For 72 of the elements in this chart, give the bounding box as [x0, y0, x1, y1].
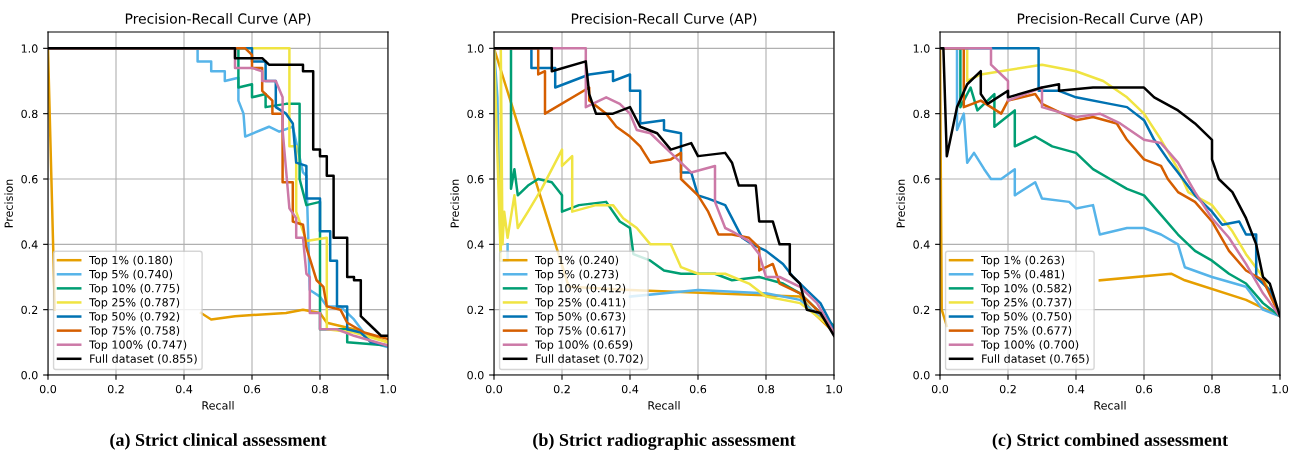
y-tick-label: 0.2 — [21, 305, 38, 315]
y-tick-label: 1.0 — [913, 44, 930, 53]
text: (c) Strict combined assessment — [992, 433, 1229, 450]
text: (b) Strict radiographic assessment — [533, 433, 796, 450]
legend-label: Top 10% (0.412) — [535, 283, 626, 295]
x-tick-label: 0.6 — [689, 384, 707, 394]
legend-label: Top 50% (0.750) — [981, 312, 1072, 323]
x-tick-label: 0.2 — [999, 384, 1016, 394]
legend-label: Top 25% (0.787) — [89, 297, 180, 309]
legend-label: Top 5% (0.481) — [981, 269, 1065, 281]
legend-label: Top 25% (0.411) — [535, 297, 626, 309]
legend-label: Top 50% (0.792) — [89, 312, 180, 323]
legend-label: Top 100% (0.659) — [535, 340, 633, 351]
y-tick-label: 0.2 — [467, 305, 484, 315]
x-tick-label: 0.0 — [931, 384, 949, 394]
y-axis-title: Precision — [896, 179, 905, 228]
y-tick-label: 0.0 — [467, 370, 484, 380]
y-tick-label: 0.0 — [21, 370, 38, 380]
legend-label: Top 100% (0.747) — [89, 340, 187, 351]
x-tick-label: 0.0 — [485, 384, 503, 394]
y-tick-label: 0.8 — [467, 109, 484, 119]
legend-label: Top 75% (0.677) — [981, 326, 1072, 337]
y-tick-label: 0.6 — [467, 174, 484, 184]
x-tick-label: 1.0 — [826, 384, 843, 394]
text: (a) Strict clinical assessment — [110, 433, 327, 450]
x-tick-label: 0.4 — [1067, 384, 1085, 394]
x-tick-label: 0.8 — [757, 384, 775, 394]
legend-label: Top 1% (0.263) — [981, 255, 1065, 267]
legend-label: Top 50% (0.673) — [535, 312, 626, 323]
x-axis-title: Recall — [648, 401, 680, 410]
x-tick-label: 0.4 — [621, 384, 639, 394]
x-axis-title: Recall — [1094, 401, 1126, 410]
y-axis-title: Precision — [4, 179, 13, 228]
legend-label: Top 25% (0.737) — [981, 297, 1072, 309]
x-tick-label: 0.8 — [1203, 384, 1221, 394]
y-tick-label: 0.8 — [913, 109, 930, 119]
x-tick-label: 1.0 — [380, 384, 397, 394]
chart-title: Precision-Recall Curve (AP) — [125, 13, 311, 26]
y-tick-label: 0.4 — [21, 240, 38, 249]
y-tick-label: 0.6 — [21, 174, 38, 184]
x-tick-label: 0.0 — [39, 384, 57, 394]
x-tick-label: 0.2 — [553, 384, 570, 394]
y-tick-label: 0.2 — [913, 305, 930, 315]
y-tick-label: 0.8 — [21, 109, 38, 119]
legend-label: Top 75% (0.758) — [89, 326, 180, 337]
legend-label: Top 10% (0.775) — [89, 283, 180, 295]
legend-label: Top 1% (0.180) — [89, 255, 173, 267]
y-axis-title: Precision — [450, 179, 459, 228]
legend-label: Top 1% (0.240) — [535, 255, 619, 267]
y-tick-label: 0.0 — [913, 370, 930, 380]
legend-label: Full dataset (0.702) — [536, 354, 643, 365]
legend-label: Top 10% (0.582) — [981, 283, 1072, 295]
legend-label: Top 5% (0.273) — [535, 269, 619, 281]
chart-title: Precision-Recall Curve (AP) — [571, 13, 757, 26]
y-tick-label: 1.0 — [467, 44, 484, 53]
y-tick-label: 1.0 — [21, 44, 38, 53]
legend-label: Full dataset (0.855) — [90, 354, 197, 365]
x-tick-label: 0.2 — [107, 384, 124, 394]
x-tick-label: 0.6 — [243, 384, 261, 394]
y-tick-label: 0.4 — [467, 240, 484, 249]
x-axis-title: Recall — [202, 401, 234, 410]
legend-label: Top 100% (0.700) — [981, 340, 1079, 351]
y-tick-label: 0.4 — [913, 240, 930, 249]
y-tick-label: 0.6 — [913, 174, 930, 184]
x-tick-label: 1.0 — [1272, 384, 1289, 394]
chart-title: Precision-Recall Curve (AP) — [1017, 13, 1203, 26]
legend-label: Top 5% (0.740) — [89, 269, 173, 281]
legend-label: Top 75% (0.617) — [535, 326, 626, 337]
x-tick-label: 0.8 — [311, 384, 329, 394]
x-tick-label: 0.6 — [1135, 384, 1153, 394]
x-tick-label: 0.4 — [175, 384, 193, 394]
legend-label: Full dataset (0.765) — [982, 354, 1089, 365]
